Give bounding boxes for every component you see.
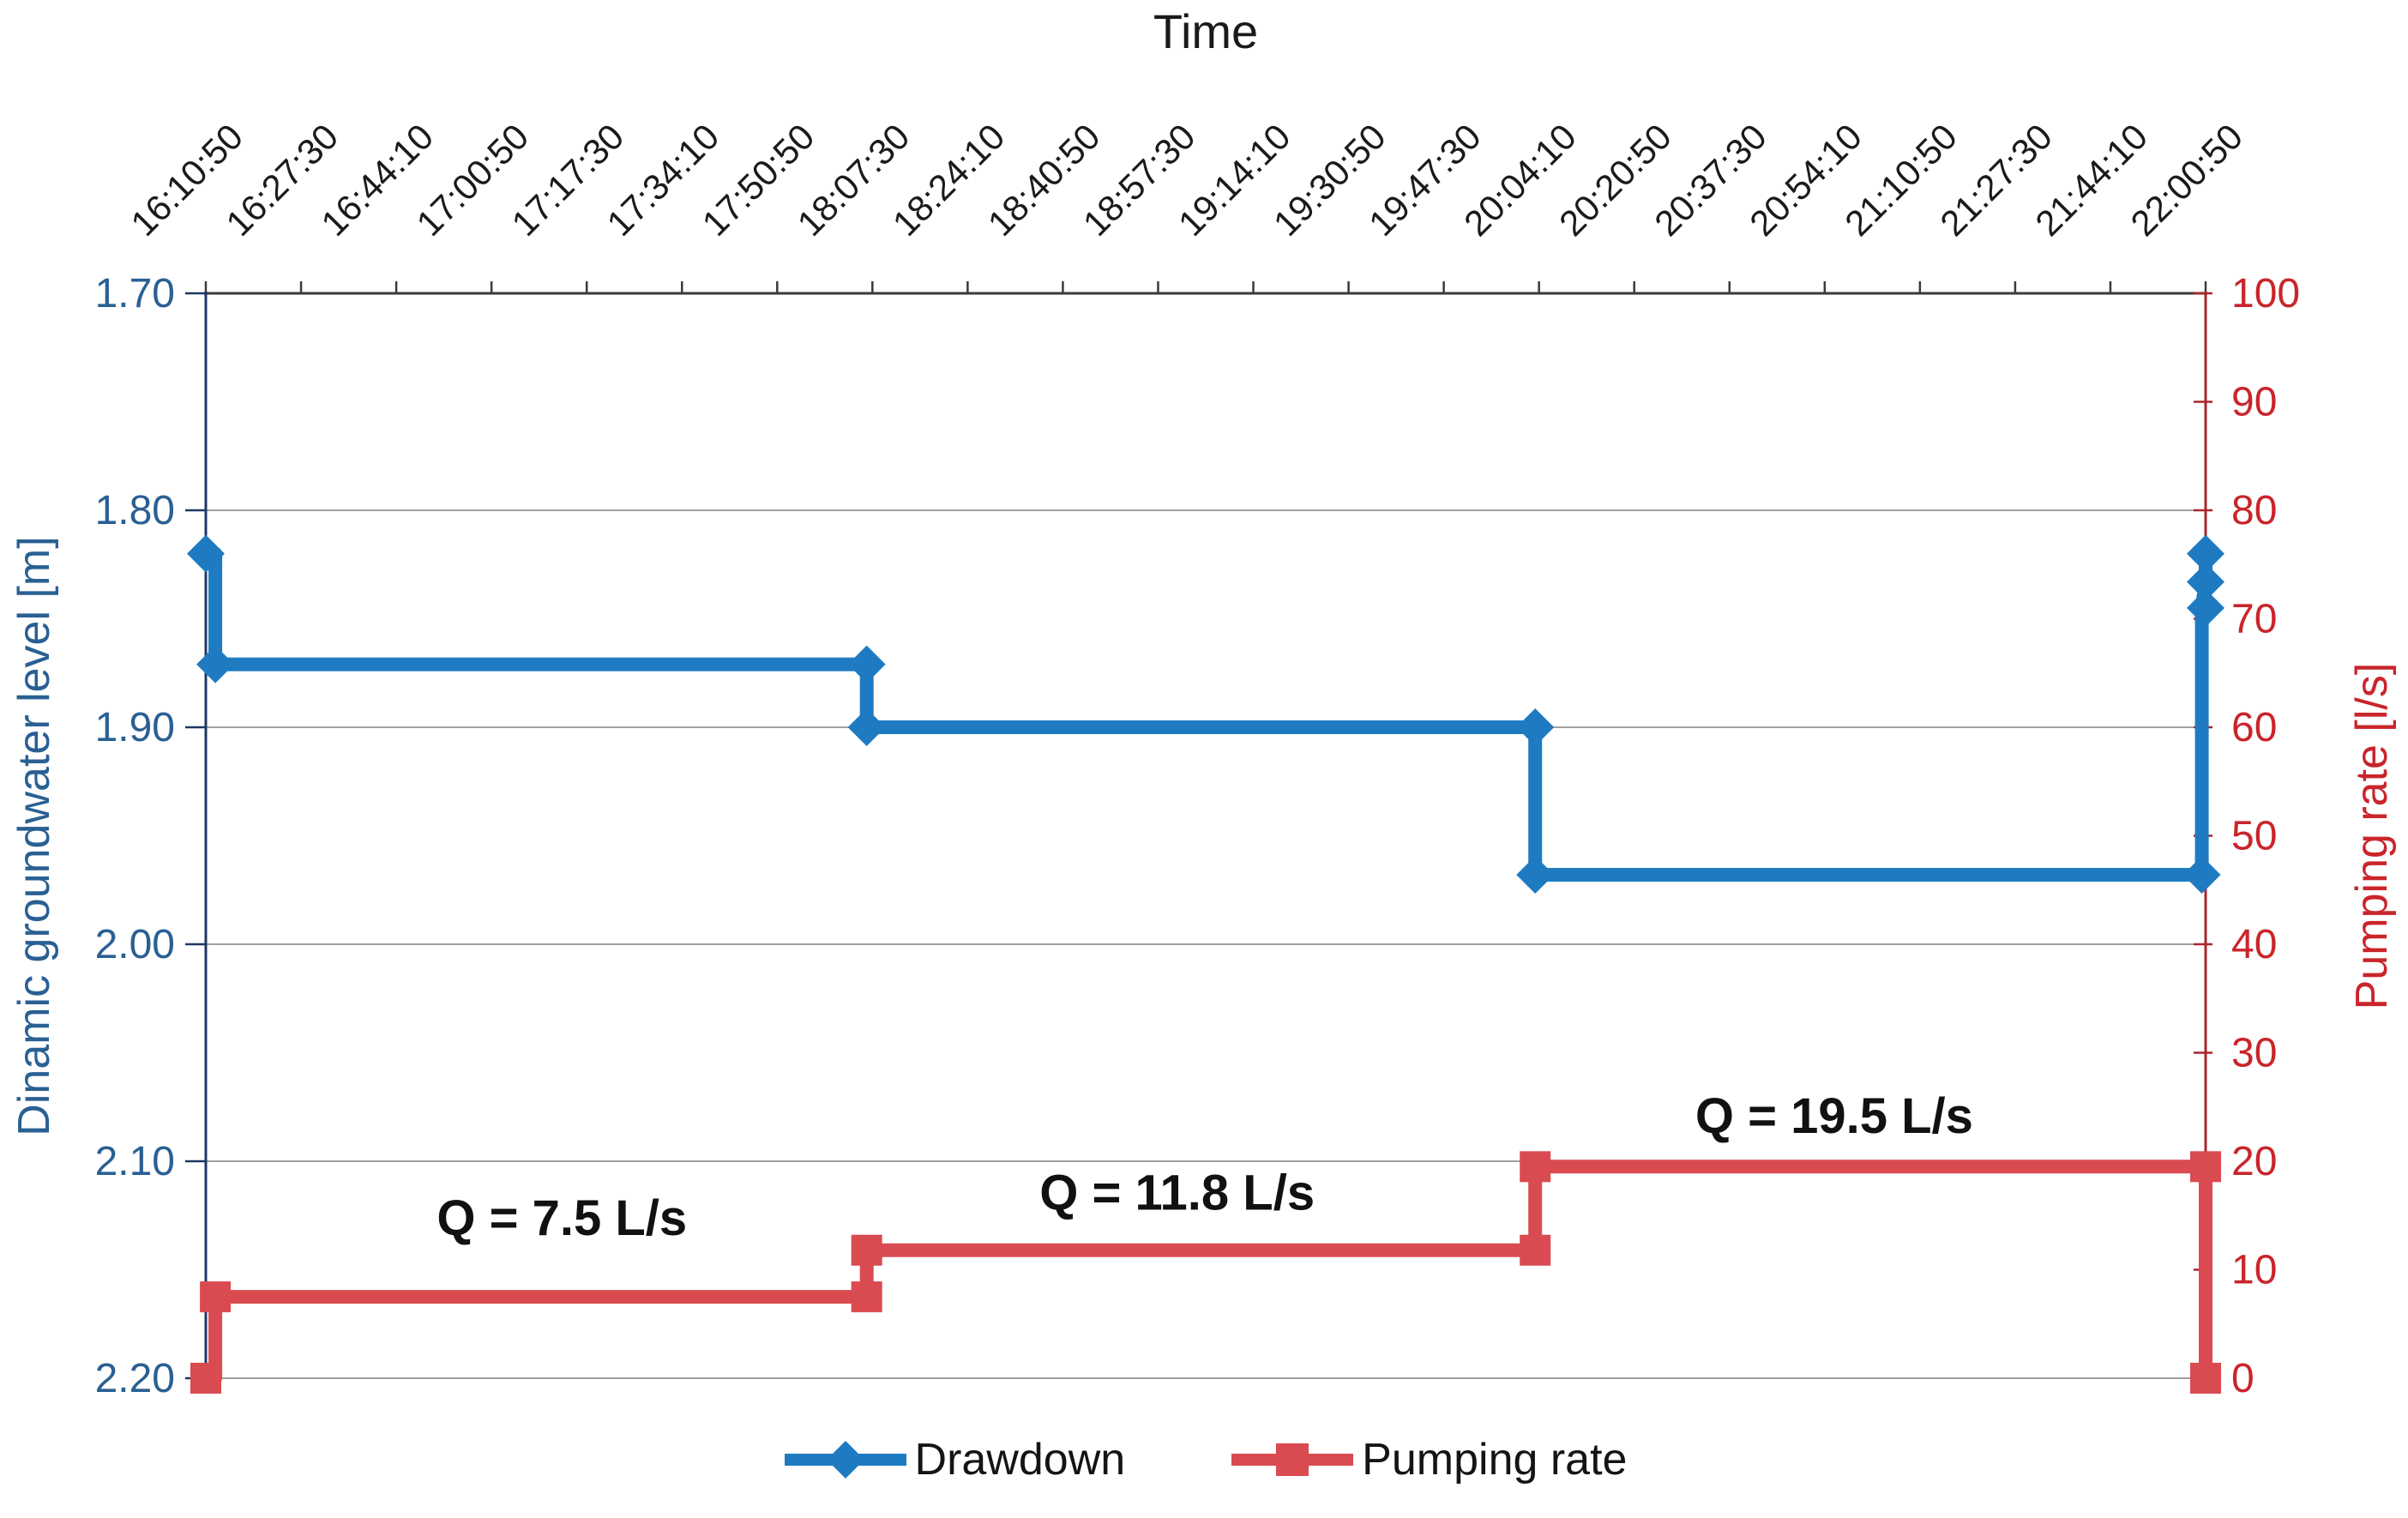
pumping-rate-marker [1520, 1151, 1551, 1183]
drawdown-marker [196, 645, 235, 684]
left-tick-label: 2.20 [95, 1356, 175, 1401]
annotation-19.5: Q = 19.5 L/s [1695, 1088, 1973, 1144]
drawdown-marker [2187, 534, 2224, 573]
legend-label-pumping-rate: Pumping rate [1362, 1435, 1628, 1485]
drawdown-marker [187, 534, 225, 573]
drawdown-marker [1516, 856, 1555, 895]
right-tick-label: 60 [2231, 705, 2277, 750]
drawdown-marker [2187, 563, 2224, 601]
drawdown-legend-marker-icon [784, 1441, 906, 1479]
right-tick-label: 90 [2231, 380, 2277, 425]
right-tick-label: 80 [2231, 488, 2277, 533]
drawdown-marker [847, 708, 886, 746]
pumping-rate-marker [1520, 1234, 1551, 1266]
drawdown-marker [1516, 708, 1555, 746]
left-tick-label: 2.10 [95, 1139, 175, 1184]
right-tick-label: 10 [2231, 1248, 2277, 1293]
right-tick-label: 50 [2231, 814, 2277, 859]
pumping-rate-legend-marker-icon [1231, 1443, 1354, 1476]
drawdown-line [206, 546, 2212, 882]
legend: Drawdown Pumping rate [0, 1434, 2408, 1485]
pumping-rate-marker [2190, 1151, 2221, 1183]
pumping-rate-marker [851, 1281, 882, 1313]
left-tick-label: 1.70 [95, 271, 175, 316]
drawdown-marker [847, 645, 886, 684]
left-tick-label: 1.80 [95, 488, 175, 533]
pumping-rate-marker [2190, 1363, 2221, 1394]
x-axis-title: Time [1153, 4, 1259, 58]
right-tick-label: 0 [2231, 1356, 2254, 1401]
left-tick-label: 2.00 [95, 922, 175, 967]
legend-label-drawdown: Drawdown [914, 1435, 1126, 1485]
right-tick-label: 70 [2231, 597, 2277, 642]
left-tick-label: 1.90 [95, 705, 175, 750]
legend-item-drawdown: Drawdown [781, 1434, 1126, 1485]
right-tick-label: 100 [2231, 271, 2300, 316]
right-tick-label: 30 [2231, 1031, 2277, 1076]
right-tick-label: 20 [2231, 1139, 2277, 1184]
pumping-rate-marker [851, 1234, 882, 1266]
drawdown-marker [2187, 588, 2224, 627]
drawdown-marker [2182, 856, 2221, 895]
annotation-11.8: Q = 11.8 L/s [1039, 1166, 1315, 1221]
legend-item-pumping-rate: Pumping rate [1228, 1434, 1627, 1485]
annotation-7.5: Q = 7.5 L/s [436, 1190, 687, 1246]
pumping-rate-marker [190, 1363, 221, 1394]
pumping-rate-marker [200, 1281, 232, 1313]
right-tick-label: 40 [2231, 922, 2277, 967]
